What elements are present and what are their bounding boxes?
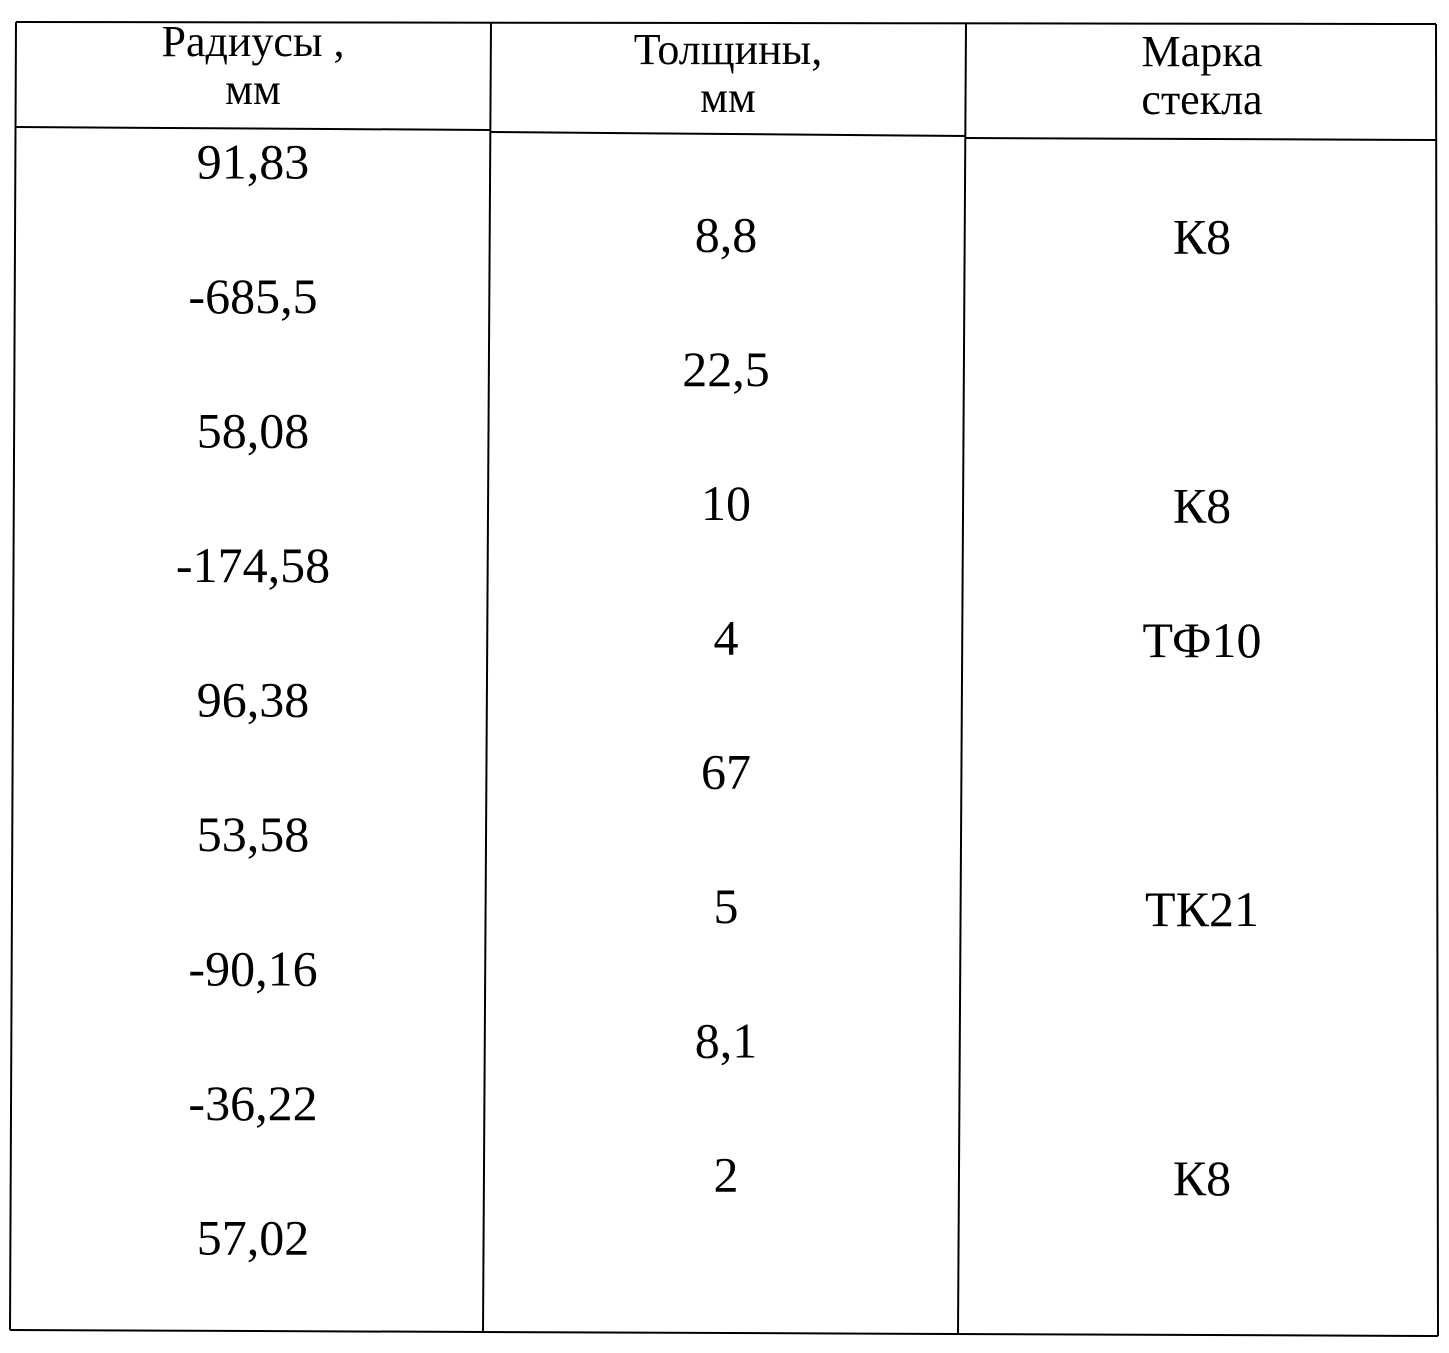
radius: -174,58 [176, 537, 330, 593]
column-rule [483, 22, 491, 1332]
thickness: 10 [701, 475, 751, 531]
border [10, 22, 16, 1330]
header-cell: Марка [1142, 27, 1263, 76]
header-cell: мм [225, 65, 281, 114]
header-rule [16, 127, 490, 130]
thickness: 4 [714, 609, 739, 665]
header-cell: стекла [1141, 75, 1262, 124]
radius: 53,58 [197, 806, 310, 862]
glass: К8 [1173, 477, 1231, 533]
thickness: 8,1 [695, 1012, 758, 1068]
radius: -685,5 [188, 268, 317, 324]
glass: К8 [1173, 208, 1231, 264]
radius: -90,16 [188, 940, 317, 996]
column-rule [958, 23, 966, 1334]
radius: 91,83 [197, 133, 310, 189]
thickness: 8,8 [695, 206, 758, 262]
thickness: 22,5 [682, 341, 770, 397]
header-cell: Толщины, [634, 25, 822, 74]
border [1436, 24, 1438, 1336]
radius: 57,02 [197, 1209, 310, 1265]
glass: ТФ10 [1143, 612, 1262, 668]
thickness: 67 [701, 744, 751, 800]
glass: К8 [1173, 1150, 1231, 1206]
radius: 96,38 [197, 671, 310, 727]
thickness: 5 [714, 878, 739, 934]
thickness: 2 [714, 1147, 739, 1203]
header-rule [966, 138, 1436, 140]
radius: 58,08 [197, 402, 310, 458]
header-cell: Радиусы , [161, 17, 344, 66]
border [10, 1330, 1438, 1336]
header-rule [490, 132, 966, 136]
table: Радиусы ,ммТолщины,ммМаркастекла91,83-68… [0, 0, 1449, 1353]
glass: ТК21 [1145, 881, 1259, 937]
header-cell: мм [700, 73, 756, 122]
radius: -36,22 [188, 1075, 317, 1131]
